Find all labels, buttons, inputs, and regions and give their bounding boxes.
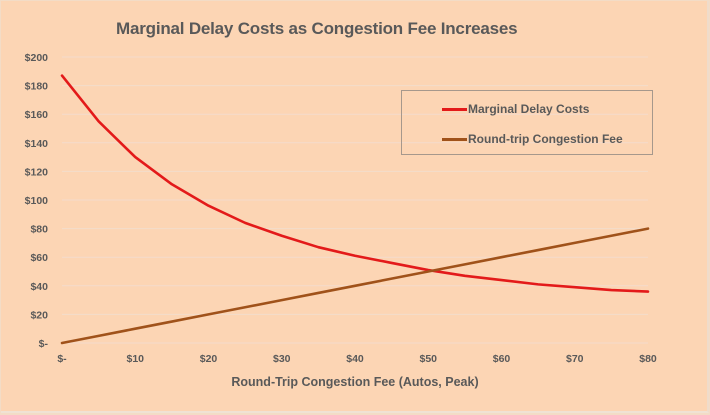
y-tick-label: $20 (30, 309, 48, 321)
x-tick-label: $- (57, 353, 67, 365)
legend-label: Marginal Delay Costs (468, 102, 590, 116)
y-tick-label: $200 (25, 52, 49, 64)
x-tick-label: $20 (200, 353, 218, 365)
x-tick-label: $70 (566, 353, 584, 365)
legend-item-marginal-delay-costs: Marginal Delay Costs (442, 102, 589, 116)
x-axis-label: Round-Trip Congestion Fee (Autos, Peak) (231, 375, 479, 389)
legend-label: Round-trip Congestion Fee (468, 132, 623, 146)
chart-title: Marginal Delay Costs as Congestion Fee I… (116, 19, 518, 38)
x-tick-label: $30 (273, 353, 291, 365)
y-tick-label: $40 (30, 281, 48, 293)
x-axis-ticks: $- $10 $20 $30 $40 $50 $60 $70 $80 (57, 353, 657, 365)
gridlines (62, 56, 648, 344)
y-tick-label: $- (39, 338, 49, 350)
legend-swatch-brown (442, 137, 467, 141)
y-tick-label: $120 (25, 166, 49, 178)
y-tick-label: $140 (25, 138, 49, 150)
legend-swatch-red (442, 107, 467, 111)
y-tick-label: $60 (30, 252, 48, 264)
legend-item-round-trip-congestion-fee: Round-trip Congestion Fee (442, 132, 623, 146)
x-tick-label: $10 (126, 353, 144, 365)
x-tick-label: $80 (639, 353, 657, 365)
y-tick-label: $100 (25, 195, 49, 207)
x-tick-label: $50 (419, 353, 437, 365)
series-lines (60, 74, 650, 345)
x-tick-label: $40 (346, 353, 364, 365)
y-tick-label: $160 (25, 109, 49, 121)
y-tick-label: $80 (30, 224, 48, 236)
legend: Marginal Delay Costs Round-trip Congesti… (401, 90, 653, 155)
y-axis-ticks: $- $20 $40 $60 $80 $100 $120 $140 $160 $180 $200 (25, 52, 49, 350)
x-tick-label: $60 (493, 353, 511, 365)
y-tick-label: $180 (25, 81, 49, 93)
